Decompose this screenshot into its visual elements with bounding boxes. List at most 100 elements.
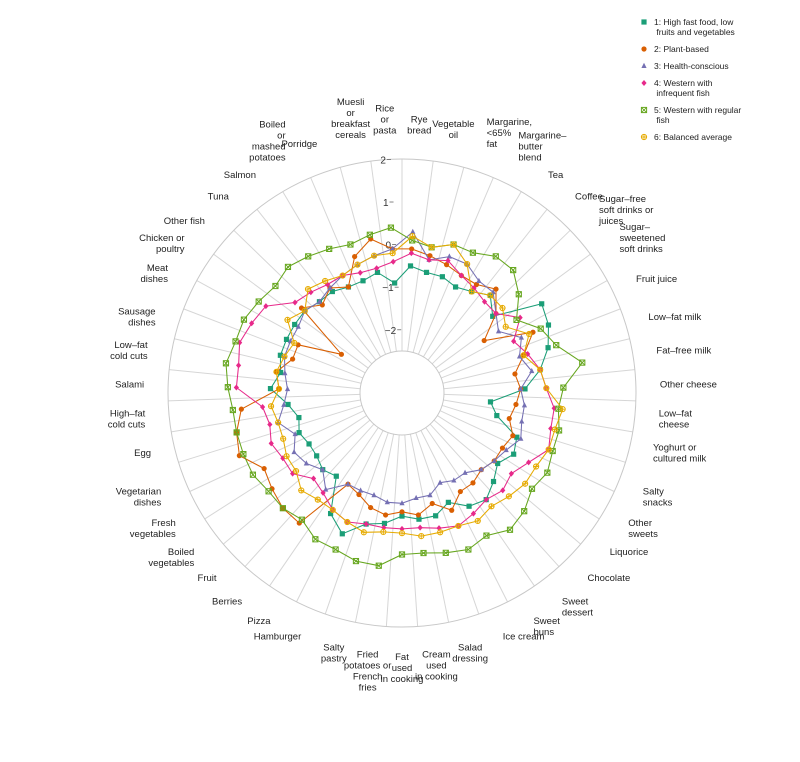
series-line — [235, 252, 555, 530]
category-label: Boiled or mashed potatoes — [249, 120, 286, 164]
data-point — [500, 487, 506, 494]
data-point — [493, 310, 499, 317]
data-point — [327, 510, 334, 517]
data-point — [389, 250, 396, 257]
data-point — [491, 457, 497, 463]
data-point — [488, 503, 495, 510]
data-point — [528, 485, 536, 492]
grid-spoke — [354, 434, 395, 623]
data-point — [483, 496, 489, 503]
data-point — [285, 401, 291, 408]
grid-spoke — [269, 427, 379, 587]
radial-tick-label: 0 — [386, 241, 392, 252]
data-point — [358, 487, 364, 493]
legend-label: 6: Balanced average — [654, 132, 732, 142]
data-point — [360, 278, 366, 284]
data-point — [283, 336, 290, 343]
data-point — [511, 338, 517, 345]
category-label: Hamburger — [254, 631, 302, 642]
data-point — [516, 353, 523, 359]
data-point — [409, 233, 416, 240]
data-point — [279, 505, 286, 512]
legend-item-5: 5: Western with regular fish — [640, 105, 741, 125]
data-point — [292, 467, 300, 475]
data-point — [277, 352, 283, 358]
data-point — [363, 521, 369, 528]
data-point — [513, 316, 520, 323]
data-point — [446, 253, 452, 259]
data-point — [339, 531, 345, 537]
data-point — [437, 479, 443, 485]
data-point — [329, 288, 335, 295]
category-label: Sugar– sweetened soft drinks — [619, 222, 665, 255]
category-label: Fat used in cooking — [381, 652, 424, 685]
data-point — [273, 368, 280, 375]
data-point — [513, 401, 519, 408]
data-point — [312, 536, 319, 543]
category-label: Fruit juice — [636, 274, 677, 285]
data-point — [281, 401, 287, 407]
data-point — [473, 281, 480, 288]
data-point — [476, 277, 482, 283]
data-point — [259, 404, 266, 411]
data-point — [296, 414, 302, 421]
series-line — [277, 231, 533, 504]
data-point — [522, 386, 528, 392]
data-point — [398, 530, 406, 537]
data-point — [281, 353, 288, 360]
radial-axis-ticks: −2 −1 0 1 2 — [380, 155, 402, 337]
data-point — [267, 386, 274, 392]
grid-spoke — [427, 209, 548, 361]
data-point — [296, 430, 302, 436]
series-6 — [267, 233, 566, 540]
category-label: Ice cream — [503, 631, 545, 642]
category-label: Salami — [115, 380, 144, 391]
data-point — [222, 360, 230, 367]
data-point — [387, 224, 395, 231]
legend: 1: High fast food, low fruits and vegeta… — [640, 17, 741, 142]
category-label: Berries — [212, 596, 242, 607]
data-point — [232, 338, 239, 345]
data-point — [275, 419, 282, 426]
legend-marker — [641, 46, 647, 52]
category-label: Fat–free milk — [656, 345, 711, 356]
data-point — [233, 429, 240, 436]
data-point — [471, 285, 477, 292]
data-point — [272, 282, 279, 290]
data-point — [323, 486, 329, 492]
grid-spoke — [422, 191, 522, 358]
data-point — [548, 425, 554, 432]
data-point — [298, 487, 305, 494]
grid-spoke — [437, 415, 600, 520]
data-point — [429, 500, 435, 507]
data-point — [326, 245, 333, 252]
data-point — [522, 480, 529, 487]
data-point — [481, 298, 488, 305]
category-label: Tuna — [208, 191, 230, 202]
category-label: Fried potatoes or French fries — [344, 649, 392, 693]
data-point — [292, 430, 298, 437]
data-point — [442, 549, 449, 556]
category-label: Yoghurt or cultured milk — [653, 443, 707, 465]
data-point — [249, 471, 257, 478]
data-point — [495, 460, 501, 467]
data-point — [392, 280, 398, 286]
data-point — [545, 322, 552, 328]
data-point — [503, 446, 509, 453]
series-line — [270, 235, 564, 537]
category-label: Low–fat cold cuts — [110, 340, 148, 362]
grid-spoke — [222, 419, 371, 545]
data-point — [545, 345, 551, 351]
data-point — [303, 460, 309, 466]
data-point — [399, 513, 405, 519]
category-label: Rye bread — [407, 114, 431, 136]
data-point — [224, 384, 231, 391]
category-label: Tea — [548, 170, 564, 181]
category-label: Chocolate — [587, 573, 630, 584]
data-point — [284, 385, 291, 392]
data-point — [382, 512, 389, 518]
category-label: Sweet dessert — [562, 596, 594, 618]
category-label: Muesli or breakfast cereals — [331, 97, 370, 141]
data-point — [284, 316, 291, 323]
